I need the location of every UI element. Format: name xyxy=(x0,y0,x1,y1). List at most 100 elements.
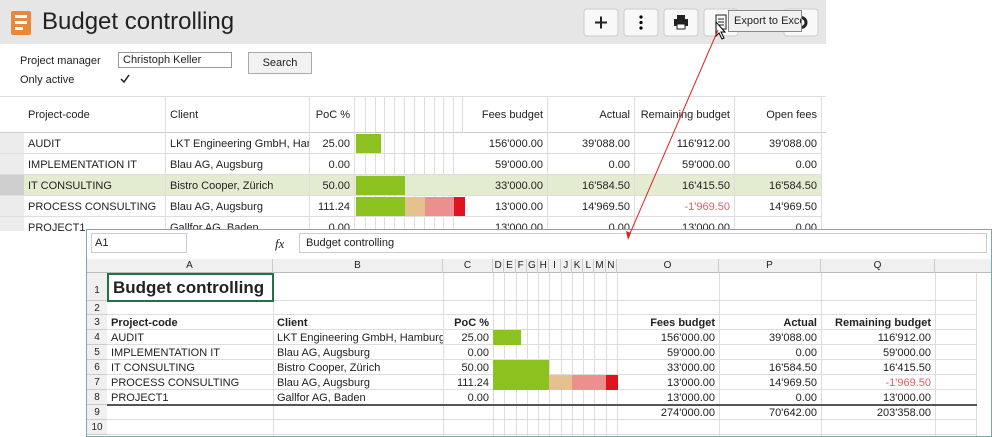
poc-bar xyxy=(424,197,455,216)
project-grid: Project-code Client PoC % Fees budget Actual… xyxy=(0,96,826,231)
column-letter: J xyxy=(561,259,572,273)
poc-bar xyxy=(405,197,425,216)
grid-col xyxy=(538,273,540,436)
row xyxy=(0,196,822,217)
row-selector xyxy=(0,217,24,231)
cell: 111.24 xyxy=(310,196,355,217)
cell: 25.00 xyxy=(461,331,489,344)
header-cell: Remaining budget xyxy=(835,316,931,329)
grid-col xyxy=(526,273,528,436)
column-header: PoC % xyxy=(310,97,355,133)
poc-bar xyxy=(493,360,550,375)
cell: 16'584.50 xyxy=(769,361,817,374)
column-header: Fees budget xyxy=(463,97,548,133)
active-label: Only active xyxy=(20,74,75,86)
cell: 14'969.50 xyxy=(735,196,822,217)
cell: 0.00 xyxy=(467,346,489,359)
cell: LKT Engineering GmbH, Hamburg xyxy=(277,331,443,344)
column-letter: A xyxy=(107,259,273,273)
grid-col xyxy=(583,273,585,436)
grid-row xyxy=(107,345,977,360)
row-number: 6 xyxy=(87,360,107,375)
cell: 39'088.00 xyxy=(548,133,635,154)
row-selector xyxy=(0,175,24,196)
cell: IMPLEMENTATION IT xyxy=(24,154,166,175)
add-button[interactable] xyxy=(583,8,619,37)
bar-grid-line xyxy=(433,97,435,231)
cell: Blau AG, Augsburg xyxy=(277,346,370,359)
cell: 14'969.50 xyxy=(769,376,817,389)
column-letter: I xyxy=(549,259,561,273)
grid-col xyxy=(273,273,274,436)
formula-bar: Budget controlling xyxy=(299,233,987,253)
excel-window: A1 fx Budget controlling A B C D E F G H I J K L M N O P Q 1… xyxy=(86,229,992,437)
cell: IMPLEMENTATION IT xyxy=(111,346,220,359)
cell: Blau AG, Augsburg xyxy=(166,154,310,175)
poc-bar xyxy=(605,375,619,390)
header-cell: Fees budget xyxy=(650,316,715,329)
cell: 50.00 xyxy=(461,361,489,374)
cell: 13'000.00 xyxy=(667,391,715,404)
row-number: 9 xyxy=(87,405,107,420)
column-header: Actual xyxy=(548,97,635,133)
cell: 16'415.50 xyxy=(635,175,735,196)
cell: 25.00 xyxy=(310,133,355,154)
bar-grid-line xyxy=(364,97,366,231)
cell: 16'584.50 xyxy=(735,175,822,196)
column-letter: G xyxy=(527,259,539,273)
cell: 59'000.00 xyxy=(635,154,735,175)
bar-grid-line xyxy=(423,97,425,231)
row-selector xyxy=(0,154,24,175)
cell: 13'000.00 xyxy=(883,391,931,404)
grid-col xyxy=(571,273,573,436)
column-letter: P xyxy=(719,259,821,273)
bar-grid-line xyxy=(413,97,415,231)
manager-select[interactable]: Christoph Keller xyxy=(118,52,232,68)
cell: 0.00 xyxy=(795,391,817,404)
cell: PROJECT1 xyxy=(111,391,169,404)
cell: 116'912.00 xyxy=(635,133,735,154)
cell: 0.00 xyxy=(795,346,817,359)
cell: 116'912.00 xyxy=(877,331,931,344)
bar-grid-line xyxy=(374,97,376,231)
more-button[interactable] xyxy=(623,8,659,37)
search-button[interactable]: Search xyxy=(248,52,312,74)
poc-bar xyxy=(356,176,406,195)
cell: 16'415.50 xyxy=(883,361,931,374)
grid-row xyxy=(107,301,977,315)
grid-col xyxy=(560,273,562,436)
column-header: Remaining budget xyxy=(635,97,735,133)
active-checkbox[interactable] xyxy=(118,72,132,86)
poc-bar xyxy=(356,134,381,153)
formula-icon: fx xyxy=(275,236,285,251)
poc-bar xyxy=(493,330,522,345)
header-row xyxy=(0,97,826,133)
cell: Gallfor AG, Baden xyxy=(277,391,366,404)
cell: 0.00 xyxy=(310,217,355,231)
cell: 0.00 xyxy=(735,217,822,231)
cell: 156'000.00 xyxy=(660,331,715,344)
cell: 14'969.50 xyxy=(548,196,635,217)
header-cell: Client xyxy=(277,316,308,329)
print-button[interactable] xyxy=(663,8,699,37)
row-selector xyxy=(0,196,24,217)
cell: -1'969.50 xyxy=(635,196,735,217)
cell: 0.00 xyxy=(310,154,355,175)
row-number: 4 xyxy=(87,330,107,345)
cell: 13'000.00 xyxy=(667,376,715,389)
column-header: Client xyxy=(166,97,310,133)
name-box: A1 xyxy=(91,233,187,253)
poc-bar xyxy=(571,375,606,390)
row-number: 10 xyxy=(87,420,107,435)
cell: Bistro Cooper, Zürich xyxy=(277,361,381,374)
column-letter: F xyxy=(516,259,527,273)
grid-col xyxy=(594,273,596,436)
grid-col xyxy=(493,273,494,436)
grid-col xyxy=(821,273,822,436)
cell: Blau AG, Augsburg xyxy=(166,196,310,217)
cell: 33'000.00 xyxy=(667,361,715,374)
row xyxy=(0,133,822,154)
grid-row xyxy=(107,420,977,435)
header-cell: PoC % xyxy=(454,316,489,329)
